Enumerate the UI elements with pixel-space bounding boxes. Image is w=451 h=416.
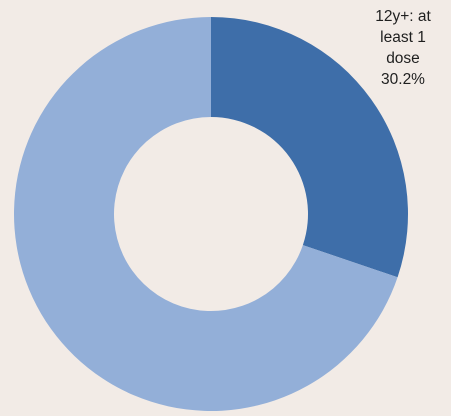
slice-label-line: 12y+: at [375, 8, 431, 25]
slice-label-line: dose [386, 50, 420, 67]
slice-label-12y-at-least-1-dose: 12y+: at least 1 dose 30.2% [356, 6, 450, 90]
slice-label-line: least 1 [380, 29, 426, 46]
slice-label-line: 30.2% [381, 71, 425, 88]
donut-slice-1 [211, 17, 408, 278]
donut-slice-2 [13, 17, 398, 411]
